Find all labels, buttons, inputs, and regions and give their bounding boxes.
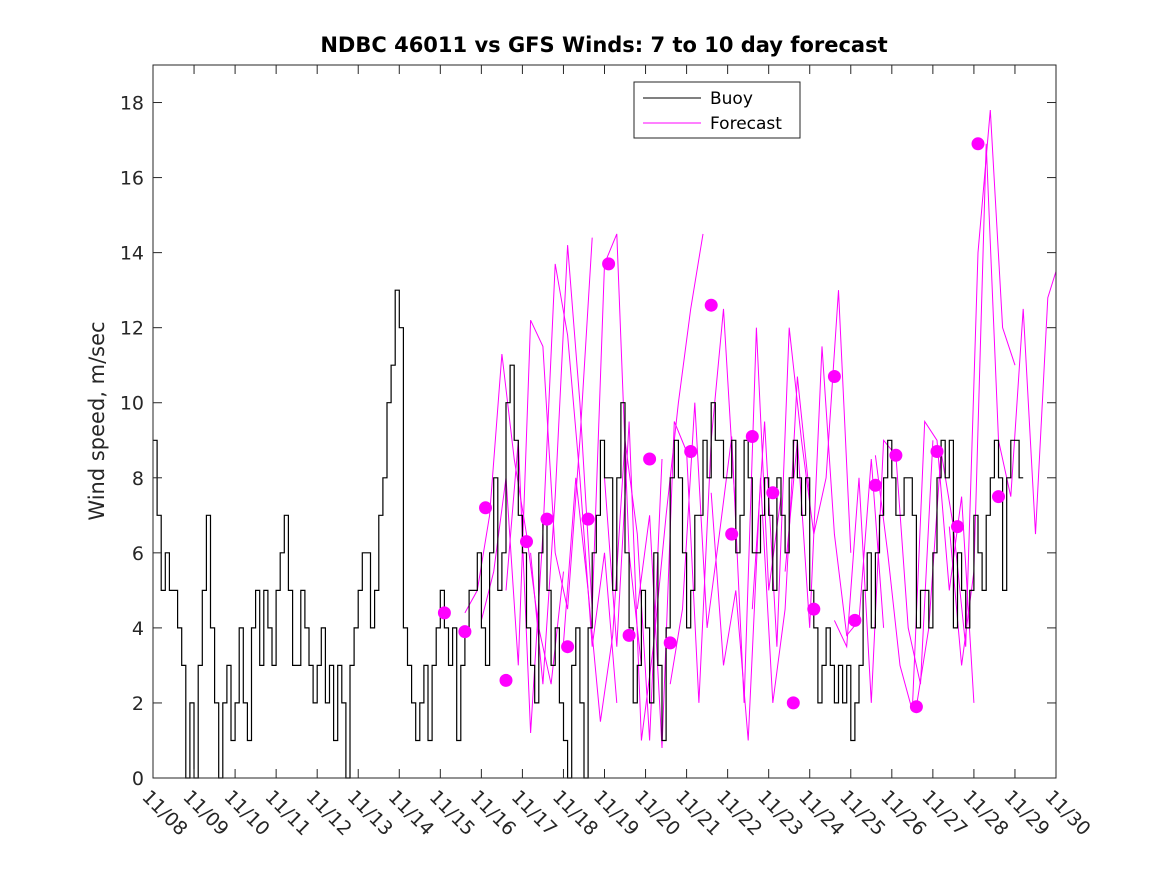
forecast-marker xyxy=(622,628,636,642)
forecast-marker xyxy=(458,625,472,639)
forecast-marker xyxy=(704,298,718,312)
forecast-line xyxy=(948,143,1057,666)
forecast-marker xyxy=(930,445,944,458)
forecast-marker xyxy=(971,137,985,151)
y-tick-label: 8 xyxy=(132,468,144,490)
forecast-line xyxy=(505,263,618,734)
forecast-marker xyxy=(663,636,677,650)
plot-area xyxy=(153,65,1056,778)
forecast-marker xyxy=(561,640,575,654)
y-tick-label: 2 xyxy=(132,693,144,715)
y-tick-label: 0 xyxy=(132,768,144,790)
y-axis-label: Wind speed, m/sec xyxy=(85,321,109,520)
forecast-marker xyxy=(745,430,759,443)
forecast-marker xyxy=(766,486,780,500)
forecast-marker xyxy=(725,527,739,541)
forecast-marker xyxy=(827,370,841,383)
y-tick-label: 16 xyxy=(120,168,144,190)
buoy-line xyxy=(153,289,1024,779)
forecast-line xyxy=(833,438,934,703)
forecast-marker xyxy=(951,520,964,534)
forecast-marker xyxy=(992,490,1005,504)
forecast-marker xyxy=(581,512,595,526)
forecast-marker xyxy=(479,501,492,515)
y-tick-label: 6 xyxy=(132,543,144,565)
y-tick-label: 4 xyxy=(132,618,144,640)
forecast-marker xyxy=(540,512,554,526)
legend-buoy-label: Buoy xyxy=(710,89,753,109)
data-layer xyxy=(153,109,1057,779)
forecast-marker xyxy=(602,257,616,271)
forecast-line xyxy=(563,440,663,741)
forecast-marker xyxy=(437,606,451,620)
forecast-marker xyxy=(889,448,903,462)
forecast-marker xyxy=(848,613,862,627)
legend-forecast-label: Forecast xyxy=(710,114,782,134)
y-tick-label: 12 xyxy=(120,318,144,340)
y-tick-label: 10 xyxy=(120,393,144,415)
forecast-marker xyxy=(909,700,923,714)
legend-box xyxy=(633,81,801,139)
forecast-marker xyxy=(643,452,657,466)
forecast-marker xyxy=(807,602,821,616)
forecast-marker xyxy=(684,445,698,458)
forecast-marker xyxy=(499,673,513,687)
forecast-marker xyxy=(520,535,533,549)
forecast-marker xyxy=(786,696,800,710)
forecast-line xyxy=(480,237,593,666)
legend: Buoy Forecast xyxy=(633,81,801,139)
forecast-marker xyxy=(868,478,882,492)
y-tick-label: 18 xyxy=(120,93,144,115)
y-tick-label: 14 xyxy=(120,243,144,265)
y-axis-ticks: 0 2 4 6 8 10 12 14 16 18 xyxy=(120,93,1056,790)
chart-title: NDBC 46011 vs GFS Winds: 7 to 10 day for… xyxy=(320,33,887,57)
